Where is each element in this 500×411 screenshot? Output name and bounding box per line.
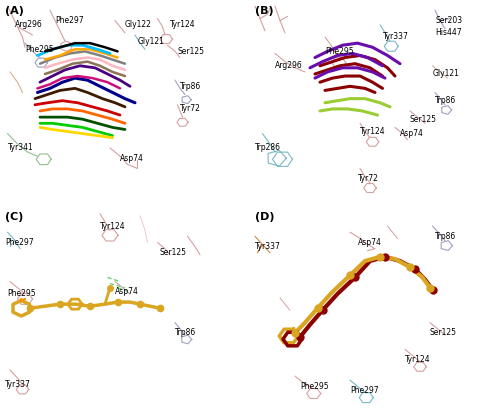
Text: Phe295: Phe295 <box>300 382 328 391</box>
Text: Phe297: Phe297 <box>350 386 378 395</box>
Text: His447: His447 <box>435 28 462 37</box>
Text: Tyr337: Tyr337 <box>255 242 281 251</box>
Text: (A): (A) <box>5 6 24 16</box>
Text: Gly122: Gly122 <box>125 20 152 29</box>
Text: Tyr72: Tyr72 <box>180 104 201 113</box>
Text: Ser125: Ser125 <box>160 248 187 257</box>
Text: (D): (D) <box>255 212 274 222</box>
Text: Gly121: Gly121 <box>432 69 460 79</box>
Text: (B): (B) <box>255 6 274 16</box>
Text: Ser203: Ser203 <box>435 16 462 25</box>
Text: Trp86: Trp86 <box>435 232 456 241</box>
Text: Phe295: Phe295 <box>8 289 36 298</box>
Text: Asp74: Asp74 <box>120 154 144 163</box>
Text: Trp86: Trp86 <box>175 328 196 337</box>
Text: Ser125: Ser125 <box>430 328 457 337</box>
Text: Gly121: Gly121 <box>138 37 164 46</box>
Text: Tyr337: Tyr337 <box>5 380 31 389</box>
Text: (C): (C) <box>5 212 24 222</box>
Text: Tyr337: Tyr337 <box>382 32 408 42</box>
Text: Tyr124: Tyr124 <box>170 20 196 29</box>
Text: Trp86: Trp86 <box>435 96 456 105</box>
Text: Tyr124: Tyr124 <box>360 127 386 136</box>
Text: Tyr124: Tyr124 <box>100 222 126 231</box>
Text: Arg296: Arg296 <box>15 20 43 29</box>
Text: Phe295: Phe295 <box>325 47 354 56</box>
Text: Tyr72: Tyr72 <box>358 174 378 183</box>
Text: Asp74: Asp74 <box>358 238 382 247</box>
Text: Phe297: Phe297 <box>5 238 34 247</box>
Text: Ser125: Ser125 <box>410 115 437 124</box>
Text: Asp74: Asp74 <box>400 129 424 138</box>
Text: Tyr124: Tyr124 <box>405 355 430 364</box>
Text: Arg296: Arg296 <box>275 61 303 70</box>
Text: Asp74: Asp74 <box>115 287 139 296</box>
Text: Trp86: Trp86 <box>180 82 201 91</box>
Text: Phe297: Phe297 <box>55 16 84 25</box>
Text: Trp286: Trp286 <box>255 143 281 152</box>
Text: Tyr341: Tyr341 <box>8 143 33 152</box>
Text: Ser125: Ser125 <box>178 47 204 56</box>
Text: Phe295: Phe295 <box>25 45 54 54</box>
